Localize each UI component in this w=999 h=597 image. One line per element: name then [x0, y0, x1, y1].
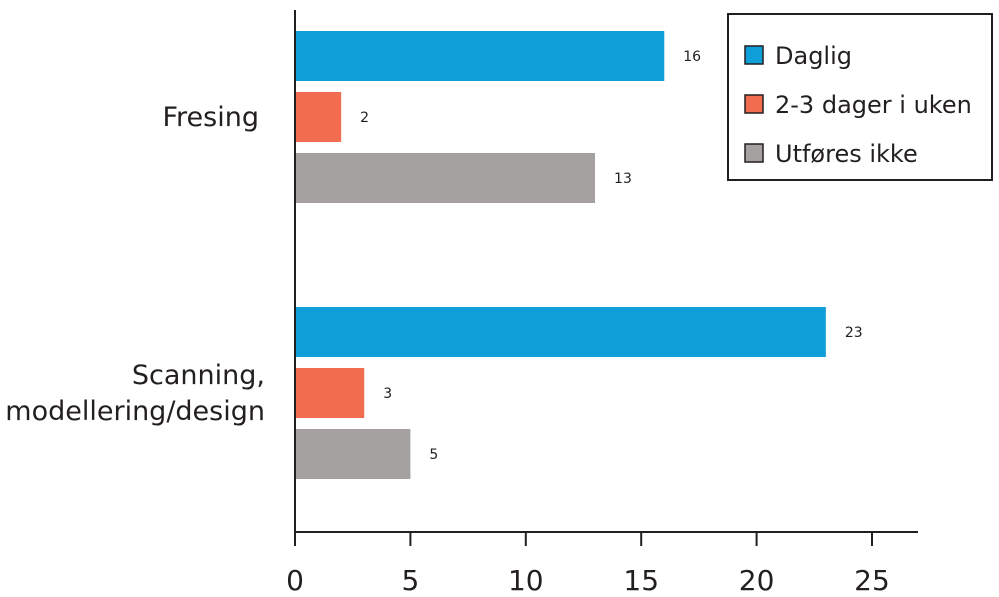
x-ticks-layer: 0 5 10 15 20 25: [286, 532, 890, 597]
category-labels-layer: Fresing Scanning, modellering/design: [5, 102, 265, 427]
x-tick-label: 10: [508, 564, 544, 597]
bar-fresing-daglig: [295, 31, 665, 81]
bar-scanning-2-3-dager-i-uken: [295, 368, 365, 418]
axes-layer: [294, 10, 918, 533]
bar-scanning-daglig: [295, 307, 826, 357]
legend-box: [727, 13, 993, 181]
legend-label: Utføres ikke: [775, 140, 918, 168]
data-labels-layer: 16 2 13 23 3 5: [360, 49, 863, 463]
data-label: 16: [683, 49, 701, 65]
x-tick-label: 0: [286, 564, 304, 597]
data-label: 13: [614, 171, 632, 187]
data-label: 23: [845, 325, 863, 341]
data-label: 2: [360, 110, 369, 126]
bar-fresing-utføres-ikke: [295, 153, 596, 203]
legend-label: 2-3 dager i uken: [775, 91, 972, 119]
legend-swatch-utføres-ikke: [744, 143, 764, 163]
data-label: 3: [383, 386, 392, 402]
legend-label: Daglig: [775, 42, 852, 70]
x-tick-label: 15: [623, 564, 659, 597]
x-tick-label: 20: [739, 564, 775, 597]
category-label: Scanning,: [132, 360, 265, 391]
legend: Daglig 2-3 dager i uken Utføres ikke: [727, 13, 993, 181]
bars-layer: [295, 31, 826, 479]
x-tick-label: 5: [401, 564, 419, 597]
legend-swatch-daglig: [744, 45, 764, 65]
category-label: Fresing: [162, 102, 259, 133]
bar-scanning-utføres-ikke: [295, 429, 411, 479]
legend-swatch-2-3-dager-i-uken: [744, 94, 764, 114]
bar-fresing-2-3-dager-i-uken: [295, 92, 342, 142]
data-label: 5: [429, 447, 438, 463]
x-tick-label: 25: [854, 564, 890, 597]
category-label: modellering/design: [5, 396, 265, 427]
